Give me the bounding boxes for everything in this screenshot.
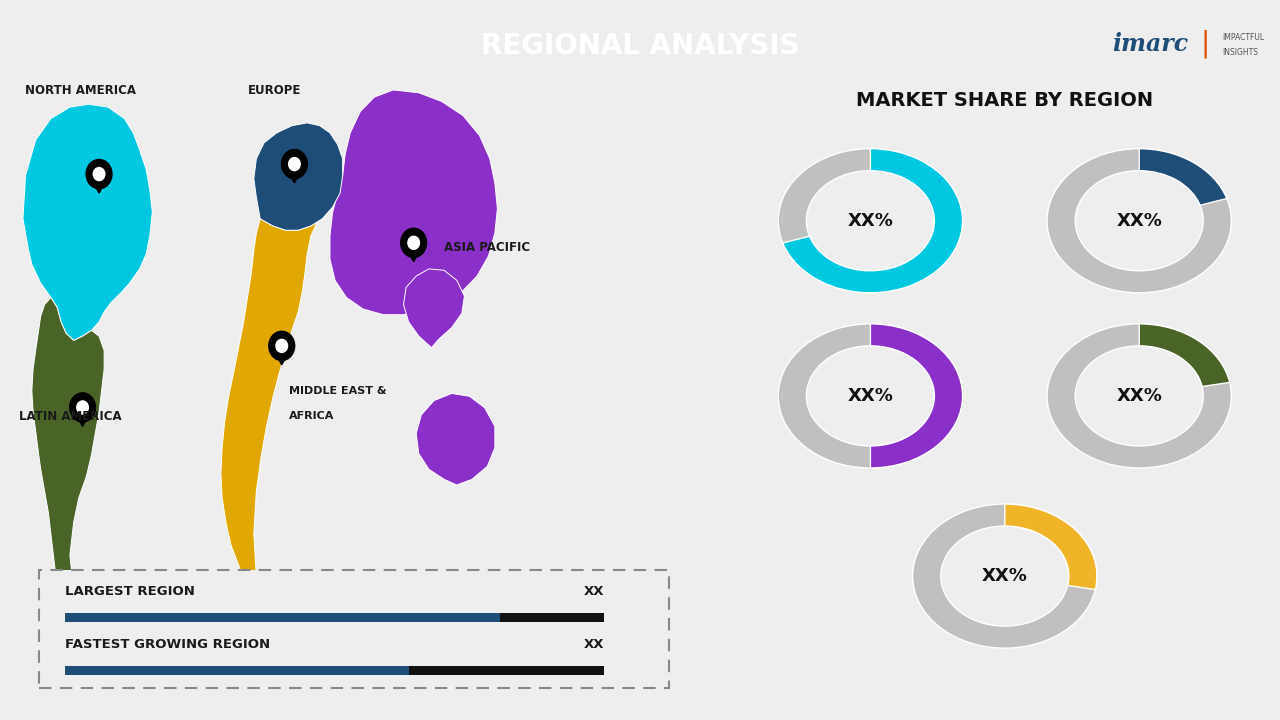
Text: AFRICA: AFRICA (289, 411, 335, 421)
Polygon shape (271, 346, 292, 365)
Circle shape (288, 158, 301, 171)
Wedge shape (1005, 504, 1097, 590)
Text: XX%: XX% (847, 387, 893, 405)
Text: XX%: XX% (1116, 212, 1162, 230)
Text: XX: XX (584, 638, 604, 652)
Circle shape (77, 401, 88, 414)
Polygon shape (403, 243, 425, 261)
Polygon shape (330, 90, 498, 315)
Circle shape (276, 339, 288, 352)
Polygon shape (88, 174, 110, 193)
Circle shape (93, 168, 105, 181)
Text: imarc: imarc (1112, 32, 1188, 56)
Text: MARKET SHARE BY REGION: MARKET SHARE BY REGION (856, 91, 1153, 110)
Polygon shape (72, 408, 93, 426)
Polygon shape (32, 297, 104, 636)
Circle shape (269, 331, 294, 361)
Text: LARGEST REGION: LARGEST REGION (64, 585, 195, 598)
Circle shape (282, 150, 307, 179)
Circle shape (69, 393, 96, 422)
Circle shape (401, 228, 426, 258)
Text: XX%: XX% (982, 567, 1028, 585)
Bar (64, 666, 410, 675)
Wedge shape (1047, 148, 1231, 293)
Text: XX: XX (584, 585, 604, 598)
Wedge shape (913, 504, 1097, 648)
Circle shape (86, 160, 113, 189)
Text: REGIONAL ANALYSIS: REGIONAL ANALYSIS (481, 32, 799, 60)
Bar (64, 666, 604, 675)
Wedge shape (778, 148, 963, 293)
FancyBboxPatch shape (38, 570, 669, 688)
Text: XX%: XX% (847, 212, 893, 230)
Text: FASTEST GROWING REGION: FASTEST GROWING REGION (64, 638, 270, 652)
Polygon shape (403, 269, 465, 348)
Wedge shape (1139, 324, 1230, 387)
Text: ASIA PACIFIC: ASIA PACIFIC (444, 241, 530, 254)
Polygon shape (416, 393, 495, 485)
Wedge shape (1047, 324, 1231, 468)
Bar (64, 613, 604, 622)
Text: NORTH AMERICA: NORTH AMERICA (26, 84, 137, 97)
Wedge shape (778, 324, 963, 468)
Wedge shape (783, 148, 963, 293)
Text: MIDDLE EAST &: MIDDLE EAST & (289, 385, 387, 395)
Bar (64, 613, 500, 622)
Text: LATIN AMERICA: LATIN AMERICA (19, 410, 122, 423)
Polygon shape (284, 164, 305, 183)
Text: INSIGHTS: INSIGHTS (1222, 48, 1258, 57)
Text: XX%: XX% (1116, 387, 1162, 405)
Circle shape (408, 236, 420, 249)
Wedge shape (870, 324, 963, 468)
Polygon shape (253, 123, 343, 230)
Text: |: | (1201, 30, 1210, 58)
Text: IMPACTFUL: IMPACTFUL (1222, 32, 1265, 42)
Wedge shape (1139, 148, 1226, 205)
Text: EUROPE: EUROPE (247, 84, 301, 97)
Polygon shape (23, 104, 152, 341)
Polygon shape (221, 219, 323, 623)
